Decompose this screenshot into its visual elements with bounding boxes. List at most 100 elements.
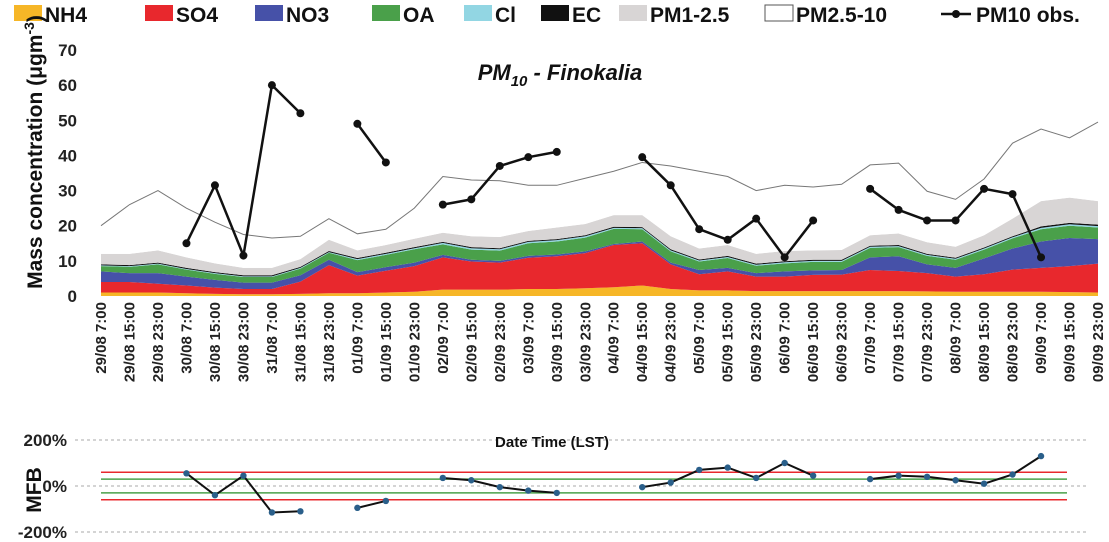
obs-point (752, 214, 761, 223)
mfb-point (1037, 452, 1045, 460)
legend-label: NO3 (286, 4, 329, 27)
main-y-axis: 0 10 20 30 40 50 60 70 (58, 41, 77, 306)
x-tick-label: 06/09 23:00 (834, 302, 851, 382)
y-tick-label: 60 (58, 76, 77, 95)
x-tick-label: 31/08 23:00 (321, 302, 338, 382)
legend-label: Cl (495, 4, 516, 27)
mfb-point (439, 474, 447, 482)
x-tick-label: 07/09 23:00 (919, 302, 936, 382)
mfb-point (382, 497, 390, 505)
mfb-y-axis: -200% 0% 200% (18, 431, 1088, 542)
mfb-point (952, 477, 959, 484)
obs-point (951, 216, 960, 225)
area-so4 (101, 243, 1098, 295)
x-tick-label: 29/08 23:00 (150, 302, 167, 382)
obs-point (524, 153, 533, 162)
obs-line-segment (356, 123, 387, 164)
obs-point (1037, 253, 1046, 262)
x-tick-label: 09/09 23:00 (1090, 302, 1107, 382)
y-tick-label: 20 (58, 217, 77, 236)
obs-point (438, 200, 447, 209)
legend-label: OA (403, 4, 435, 27)
x-tick-label: 05/09 7:00 (691, 302, 708, 374)
x-tick-label: 04/09 7:00 (606, 302, 623, 374)
x-tick-label: 02/09 7:00 (435, 302, 452, 374)
mfb-chart-title: Date Time (LST) (495, 434, 609, 451)
legend-item-pm2-5-10: PM2.5-10 (764, 4, 887, 27)
x-tick-label: 02/09 23:00 (492, 302, 509, 382)
y-tick-label: 70 (58, 41, 77, 60)
mfb-point (297, 508, 304, 515)
mfb-series (183, 452, 1045, 516)
x-tick-label: 08/09 7:00 (948, 302, 965, 374)
x-tick-label: 09/09 15:00 (1062, 302, 1079, 382)
mfb-point (696, 466, 703, 474)
obs-point (552, 147, 561, 156)
legend-label: SO4 (176, 4, 218, 27)
mfb-point (667, 479, 674, 486)
x-tick-label: 01/09 15:00 (378, 302, 395, 382)
obs-point (467, 195, 476, 204)
mfb-point (1009, 471, 1016, 478)
obs-point (239, 251, 248, 260)
x-tick-label: 30/08 15:00 (207, 302, 224, 382)
legend-label: NH4 (45, 4, 87, 27)
area-nh4 (101, 285, 1098, 296)
x-tick-label: 04/09 15:00 (634, 302, 651, 382)
legend-swatch-marker (952, 10, 960, 18)
mfb-point (980, 480, 988, 487)
legend: NH4 SO4 NO3 OA Cl EC PM1-2.5 PM2.5-10 PM10 obs. (14, 4, 1080, 27)
x-tick-label: 01/09 7:00 (349, 302, 366, 374)
x-tick-label: 07/09 15:00 (891, 302, 908, 382)
y-tick-label: 30 (58, 182, 77, 201)
mfb-point (639, 483, 646, 491)
legend-item-no3: NO3 (255, 4, 329, 27)
obs-point (695, 225, 704, 234)
x-tick-label: 30/08 23:00 (235, 302, 252, 382)
mfb-point (781, 459, 788, 467)
legend-item-pm1-2-5: PM1-2.5 (619, 4, 730, 27)
obs-point (296, 109, 305, 118)
x-tick-label: 06/09 15:00 (805, 302, 822, 382)
area-pm2-5-10-outline (100, 121, 1099, 239)
mfb-point (354, 504, 361, 512)
mfb-point (496, 483, 503, 491)
x-tick-label: 05/09 15:00 (720, 302, 737, 382)
x-tick-label: 08/09 15:00 (976, 302, 993, 382)
area-pm2-5-10 (101, 122, 1098, 268)
legend-swatch (255, 5, 283, 21)
x-tick-label: 29/08 15:00 (121, 302, 138, 382)
obs-point (980, 184, 989, 193)
obs-point (894, 205, 903, 214)
legend-item-oa: OA (372, 4, 435, 27)
area-pm1-2-5 (101, 197, 1098, 276)
area-ec (101, 222, 1098, 277)
x-tick-label: 05/09 23:00 (748, 302, 765, 382)
x-tick-label: 01/09 23:00 (406, 302, 423, 382)
y-tick-label: 50 (58, 111, 77, 130)
obs-point (353, 119, 362, 128)
x-tick-label: 30/08 7:00 (178, 302, 195, 374)
x-tick-label: 09/09 7:00 (1033, 302, 1050, 374)
x-tick-label: 07/09 7:00 (862, 302, 879, 374)
legend-swatch (14, 5, 42, 21)
mfb-point (525, 487, 532, 494)
x-tick-label: 08/09 23:00 (1005, 302, 1022, 382)
mfb-point (211, 492, 219, 499)
legend-swatch (145, 5, 173, 21)
obs-point (780, 253, 789, 262)
mfb-point (809, 472, 817, 479)
main-x-axis: 29/08 7:00 29/08 15:00 29/08 23:00 30/08 7:… (93, 302, 1107, 382)
obs-point (866, 184, 875, 193)
legend-swatch (541, 5, 569, 21)
mfb-y-tick-label: 0% (42, 477, 67, 496)
x-tick-label: 03/09 7:00 (520, 302, 537, 374)
legend-swatch (764, 4, 794, 22)
legend-swatch (464, 5, 492, 21)
mfb-point (553, 489, 560, 497)
y-tick-label: 0 (68, 287, 77, 306)
legend-item-obs: PM10 obs. (941, 4, 1080, 27)
